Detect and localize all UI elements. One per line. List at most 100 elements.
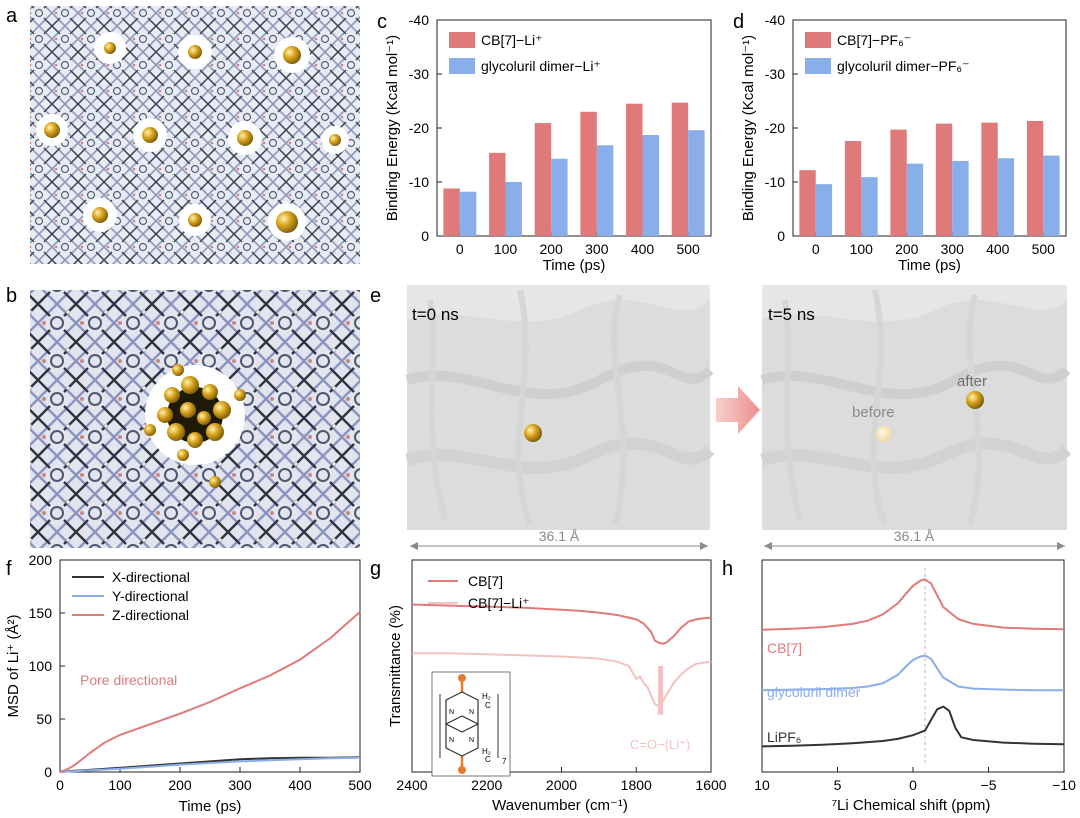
bar (596, 145, 614, 236)
x-axis-label: Time (ps) (898, 257, 961, 274)
plot-frame (436, 19, 712, 237)
bar (906, 163, 924, 236)
bar (952, 160, 969, 236)
x-tick-label: 0 (56, 777, 64, 793)
x-tick-label: −10 (1052, 777, 1076, 793)
legend-label: glycoluril dimer−Li⁺ (481, 58, 601, 74)
bar (997, 158, 1015, 236)
series-line (412, 652, 712, 708)
li-ion-t0 (524, 424, 542, 442)
inset-repeat: 7 (502, 757, 507, 766)
label-after: after (957, 373, 987, 390)
x-tick-label: 500 (348, 777, 372, 793)
legend-swatch (449, 32, 475, 48)
x-tick-label: 300 (228, 777, 252, 793)
chart-h: 10 5 0 −5 −10 (754, 559, 1076, 793)
x-tick-label: 10 (754, 777, 770, 793)
x-axis-label: Time (ps) (179, 798, 242, 815)
inset-n-3: N (449, 737, 454, 744)
inset-n-2: N (469, 709, 474, 716)
dimension-left: 36.1 Å (410, 528, 708, 550)
y-tick-label: -10 (409, 174, 429, 190)
y-axis-label: Binding Energy (Kcal mol⁻¹) (740, 35, 757, 221)
h-label-lipf6: LiPF₆ (767, 729, 801, 745)
legend-swatch (805, 32, 831, 48)
bar (489, 152, 506, 236)
bar (534, 123, 552, 236)
legend-swatch (805, 58, 831, 74)
y-tick-label: 100 (29, 658, 53, 674)
bar (1043, 155, 1060, 236)
plot-frame (761, 559, 1065, 773)
bar (505, 182, 522, 236)
x-tick-label: 0 (812, 241, 820, 257)
panel-letter-a: a (6, 5, 18, 27)
inset-h2-top: H₂ (482, 692, 491, 701)
x-tick-label: 200 (895, 241, 919, 257)
x-tick-label: 2000 (546, 777, 577, 793)
bar (580, 111, 597, 236)
x-tick-label: 400 (288, 777, 312, 793)
y-tick-label: -40 (765, 12, 785, 28)
panel-letter-f: f (6, 558, 12, 580)
bar (671, 102, 689, 237)
transition-arrow (716, 386, 760, 434)
panel-a-render (30, 6, 360, 264)
li-ion-before (876, 426, 892, 442)
x-tick-label: 2400 (396, 777, 427, 793)
plot-frame (792, 19, 1067, 237)
inset-n-4: N (469, 737, 474, 744)
panel-letter-d: d (733, 11, 744, 33)
y-tick-label: 150 (29, 605, 53, 621)
inset-c-bottom: C (485, 755, 491, 764)
h-label-cb7: CB[7] (767, 640, 802, 656)
label-before: before (852, 404, 895, 421)
bar (642, 135, 659, 236)
panel-letter-e: e (370, 285, 381, 307)
x-tick-label: 1600 (695, 777, 726, 793)
x-tick-label: −5 (981, 777, 997, 793)
y-axis-label: MSD of Li⁺ (Å²) (5, 615, 22, 718)
inset-c-top: C (485, 701, 491, 710)
h-xlabel: ⁷Li Chemical shift (ppm) (832, 797, 991, 814)
x-tick-label: 200 (168, 777, 192, 793)
bar (981, 122, 998, 236)
bar (890, 129, 907, 236)
inset-n-1: N (449, 709, 454, 716)
legend-label: CB[7]−Li⁺ (481, 32, 542, 48)
bar (1026, 120, 1044, 236)
chart-d: d -40 -30 -20 -10 0 0 100 200 300 400 500 Time (ps) B… (733, 11, 1067, 274)
chart-f: f 0 100 200 300 400 500 0 50 100 150 200 X-direction… (5, 552, 372, 815)
bar (935, 123, 953, 236)
y-tick-label: 50 (36, 711, 52, 727)
x-tick-label: 0 (456, 241, 464, 257)
label-t0: t=0 ns (412, 305, 459, 324)
g-xlabel: Wavenumber (cm⁻¹) (492, 797, 628, 814)
x-tick-label: 300 (585, 241, 609, 257)
panel-e-right: t=5 ns before after (760, 285, 1072, 530)
g-ylabel: Transmittance (%) (387, 605, 404, 727)
x-tick-label: 300 (941, 241, 965, 257)
bar (799, 170, 816, 236)
dimension-left-label: 36.1 Å (539, 528, 580, 544)
chart-c: c -40 -30 -20 -10 0 0 100 200 300 400 500 Time (ps) B… (377, 11, 712, 274)
y-tick-label: -20 (765, 120, 785, 136)
chart-g: 2400 2200 2000 1800 1600 CB[7] CB[7]−Li⁺ (396, 559, 727, 793)
series-line (59, 611, 361, 773)
legend-label: X-directional (112, 569, 190, 585)
x-tick-label: 2200 (471, 777, 502, 793)
bar (443, 188, 460, 236)
bar (844, 140, 862, 236)
bar (861, 177, 878, 236)
plot-frame (59, 559, 361, 773)
y-tick-label: 0 (44, 764, 52, 780)
y-tick-label: 0 (777, 228, 785, 244)
x-tick-label: 0 (909, 777, 917, 793)
series-line (761, 578, 1065, 631)
legend-swatch (449, 58, 475, 74)
y-axis-label: Binding Energy (Kcal mol⁻¹) (384, 35, 401, 221)
x-tick-label: 5 (834, 777, 842, 793)
li-ion-cluster (144, 364, 246, 488)
legend-label: Z-directional (112, 607, 189, 623)
